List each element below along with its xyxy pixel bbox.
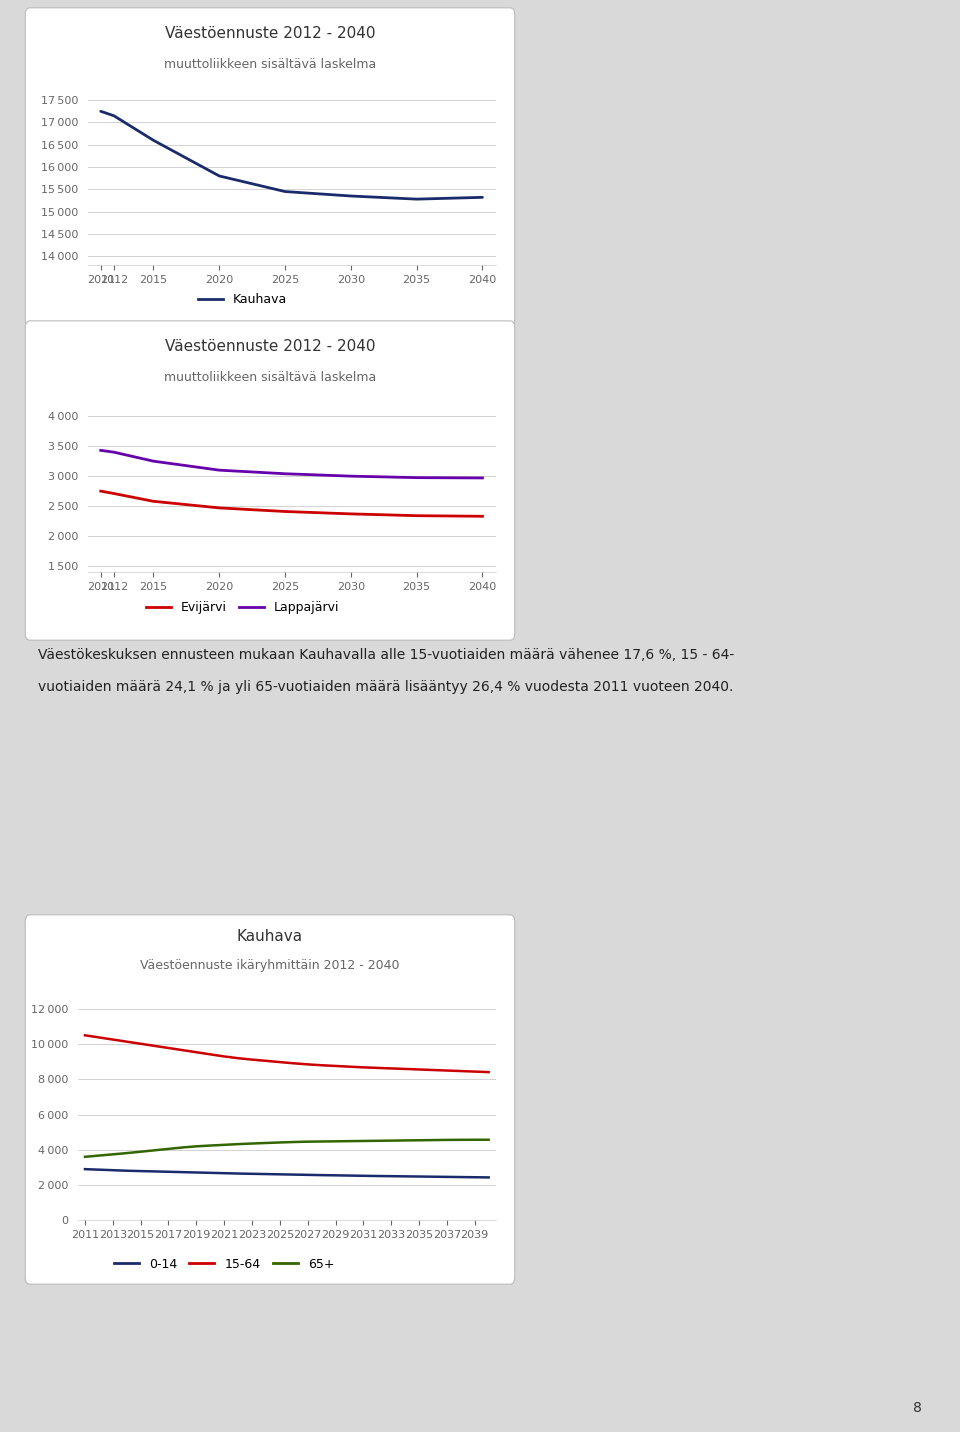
Legend: Evijärvi, Lappajärvi: Evijärvi, Lappajärvi	[140, 597, 345, 620]
Text: Väestöennuste 2012 - 2040: Väestöennuste 2012 - 2040	[165, 339, 375, 355]
Text: Väestöennuste ikäryhmittäin 2012 - 2040: Väestöennuste ikäryhmittäin 2012 - 2040	[140, 959, 399, 972]
Legend: 0-14, 15-64, 65+: 0-14, 15-64, 65+	[108, 1253, 340, 1276]
Text: Väestöennuste 2012 - 2040: Väestöennuste 2012 - 2040	[165, 26, 375, 42]
Legend: Kauhava: Kauhava	[193, 288, 292, 311]
Text: 8: 8	[913, 1400, 922, 1415]
Text: Kauhava: Kauhava	[237, 929, 303, 944]
Text: vuotiaiden määrä 24,1 % ja yli 65-vuotiaiden määrä lisääntyy 26,4 % vuodesta 201: vuotiaiden määrä 24,1 % ja yli 65-vuotia…	[38, 680, 733, 693]
Text: muuttoliikkeen sisältävä laskelma: muuttoliikkeen sisältävä laskelma	[164, 371, 376, 384]
Text: muuttoliikkeen sisältävä laskelma: muuttoliikkeen sisältävä laskelma	[164, 57, 376, 72]
Text: Väestökeskuksen ennusteen mukaan Kauhavalla alle 15-vuotiaiden määrä vähenee 17,: Väestökeskuksen ennusteen mukaan Kauhava…	[38, 649, 734, 662]
